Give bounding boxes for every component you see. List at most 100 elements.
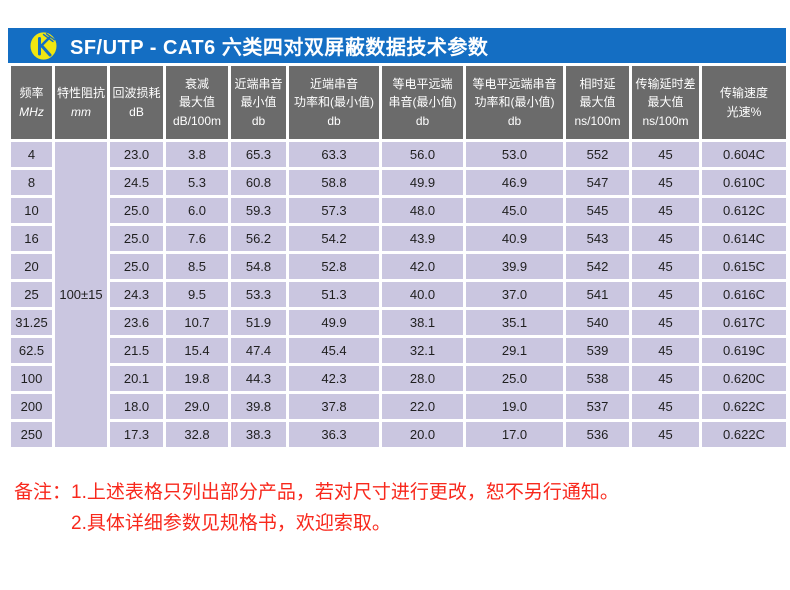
value-cell: 45 bbox=[629, 167, 702, 198]
brand-logo-icon bbox=[30, 31, 57, 60]
value-cell: 45 bbox=[629, 307, 702, 338]
col-header-propagation-delay: 相时延 最大值 ns/100m bbox=[563, 63, 632, 142]
value-cell: 51.3 bbox=[286, 279, 382, 310]
value-cell: 29.1 bbox=[463, 335, 566, 366]
value-cell: 537 bbox=[563, 391, 632, 422]
value-cell: 47.4 bbox=[228, 335, 289, 366]
frequency-cell: 25 bbox=[8, 279, 55, 310]
value-cell: 38.1 bbox=[379, 307, 466, 338]
value-cell: 37.8 bbox=[286, 391, 382, 422]
notes: 备注： 1.上述表格只列出部分产品，若对尺寸进行更改，恕不另行通知。 2.具体详… bbox=[14, 477, 619, 540]
value-cell: 538 bbox=[563, 363, 632, 394]
value-cell: 39.9 bbox=[463, 251, 566, 282]
value-cell: 541 bbox=[563, 279, 632, 310]
value-cell: 19.0 bbox=[463, 391, 566, 422]
value-cell: 53.0 bbox=[463, 139, 566, 170]
value-cell: 25.0 bbox=[107, 195, 166, 226]
value-cell: 32.8 bbox=[163, 419, 231, 450]
value-cell: 15.4 bbox=[163, 335, 231, 366]
value-cell: 28.0 bbox=[379, 363, 466, 394]
value-cell: 56.0 bbox=[379, 139, 466, 170]
value-cell: 45 bbox=[629, 195, 702, 226]
value-cell: 38.3 bbox=[228, 419, 289, 450]
value-cell: 24.3 bbox=[107, 279, 166, 310]
value-cell: 0.620C bbox=[699, 363, 789, 394]
value-cell: 37.0 bbox=[463, 279, 566, 310]
value-cell: 42.0 bbox=[379, 251, 466, 282]
value-cell: 39.8 bbox=[228, 391, 289, 422]
value-cell: 20.0 bbox=[379, 419, 466, 450]
table-row: 20 25.0 8.5 54.8 52.8 42.0 39.9 542 45 0.615C bbox=[8, 251, 789, 282]
frequency-cell: 10 bbox=[8, 195, 55, 226]
frequency-cell: 100 bbox=[8, 363, 55, 394]
value-cell: 29.0 bbox=[163, 391, 231, 422]
frequency-cell: 62.5 bbox=[8, 335, 55, 366]
value-cell: 32.1 bbox=[379, 335, 466, 366]
table-row: 100 20.1 19.8 44.3 42.3 28.0 25.0 538 45 0.620C bbox=[8, 363, 789, 394]
value-cell: 40.0 bbox=[379, 279, 466, 310]
impedance-merged-cell: 100±15 bbox=[52, 139, 110, 450]
value-cell: 0.614C bbox=[699, 223, 789, 254]
frequency-cell: 31.25 bbox=[8, 307, 55, 338]
value-cell: 543 bbox=[563, 223, 632, 254]
value-cell: 20.1 bbox=[107, 363, 166, 394]
value-cell: 536 bbox=[563, 419, 632, 450]
value-cell: 43.9 bbox=[379, 223, 466, 254]
value-cell: 49.9 bbox=[286, 307, 382, 338]
value-cell: 545 bbox=[563, 195, 632, 226]
notes-label: 备注： bbox=[14, 482, 72, 503]
value-cell: 44.3 bbox=[228, 363, 289, 394]
table-row: 31.25 23.6 10.7 51.9 49.9 38.1 35.1 540 45 0.617C bbox=[8, 307, 789, 338]
value-cell: 0.617C bbox=[699, 307, 789, 338]
table-row: 250 17.3 32.8 38.3 36.3 20.0 17.0 536 45 0.622C bbox=[8, 419, 789, 450]
value-cell: 3.8 bbox=[163, 139, 231, 170]
page-title: SF/UTP - CAT6 六类四对双屏蔽数据技术参数 bbox=[70, 37, 489, 59]
value-cell: 0.622C bbox=[699, 391, 789, 422]
value-cell: 24.5 bbox=[107, 167, 166, 198]
value-cell: 8.5 bbox=[163, 251, 231, 282]
value-cell: 52.8 bbox=[286, 251, 382, 282]
value-cell: 0.615C bbox=[699, 251, 789, 282]
col-header-elfext: 等电平远端 串音(最小值) db bbox=[379, 63, 466, 142]
value-cell: 45.0 bbox=[463, 195, 566, 226]
value-cell: 552 bbox=[563, 139, 632, 170]
value-cell: 9.5 bbox=[163, 279, 231, 310]
col-header-next-min: 近端串音 最小值 db bbox=[228, 63, 289, 142]
col-header-return-loss: 回波损耗 dB bbox=[107, 63, 166, 142]
col-header-pselfext: 等电平远端串音 功率和(最小值) db bbox=[463, 63, 566, 142]
value-cell: 19.8 bbox=[163, 363, 231, 394]
value-cell: 23.0 bbox=[107, 139, 166, 170]
note-line: 1.上述表格只列出部分产品，若对尺寸进行更改，恕不另行通知。 bbox=[71, 482, 619, 503]
value-cell: 54.8 bbox=[228, 251, 289, 282]
table-row: 10 25.0 6.0 59.3 57.3 48.0 45.0 545 45 0.612C bbox=[8, 195, 789, 226]
table-row: 16 25.0 7.6 56.2 54.2 43.9 40.9 543 45 0.614C bbox=[8, 223, 789, 254]
table-row: 25 24.3 9.5 53.3 51.3 40.0 37.0 541 45 0.616C bbox=[8, 279, 789, 310]
value-cell: 25.0 bbox=[107, 251, 166, 282]
value-cell: 542 bbox=[563, 251, 632, 282]
value-cell: 35.1 bbox=[463, 307, 566, 338]
value-cell: 23.6 bbox=[107, 307, 166, 338]
header-row: 频率 MHz 特性阻抗 mm 回波损耗 dB 衰减 最大值 dB/100m 近端… bbox=[8, 63, 789, 142]
value-cell: 0.616C bbox=[699, 279, 789, 310]
value-cell: 45 bbox=[629, 335, 702, 366]
spec-table: 频率 MHz 特性阻抗 mm 回波损耗 dB 衰减 最大值 dB/100m 近端… bbox=[8, 63, 789, 450]
col-header-psnext: 近端串音 功率和(最小值) db bbox=[286, 63, 382, 142]
value-cell: 60.8 bbox=[228, 167, 289, 198]
value-cell: 540 bbox=[563, 307, 632, 338]
notes-lines: 1.上述表格只列出部分产品，若对尺寸进行更改，恕不另行通知。 2.具体详细参数见… bbox=[71, 477, 619, 540]
value-cell: 36.3 bbox=[286, 419, 382, 450]
value-cell: 22.0 bbox=[379, 391, 466, 422]
frequency-cell: 250 bbox=[8, 419, 55, 450]
value-cell: 547 bbox=[563, 167, 632, 198]
value-cell: 0.622C bbox=[699, 419, 789, 450]
value-cell: 7.6 bbox=[163, 223, 231, 254]
value-cell: 45 bbox=[629, 223, 702, 254]
table-row: 62.5 21.5 15.4 47.4 45.4 32.1 29.1 539 45 0.619C bbox=[8, 335, 789, 366]
frequency-cell: 200 bbox=[8, 391, 55, 422]
value-cell: 54.2 bbox=[286, 223, 382, 254]
value-cell: 25.0 bbox=[463, 363, 566, 394]
value-cell: 59.3 bbox=[228, 195, 289, 226]
col-header-attenuation: 衰减 最大值 dB/100m bbox=[163, 63, 231, 142]
value-cell: 21.5 bbox=[107, 335, 166, 366]
value-cell: 6.0 bbox=[163, 195, 231, 226]
